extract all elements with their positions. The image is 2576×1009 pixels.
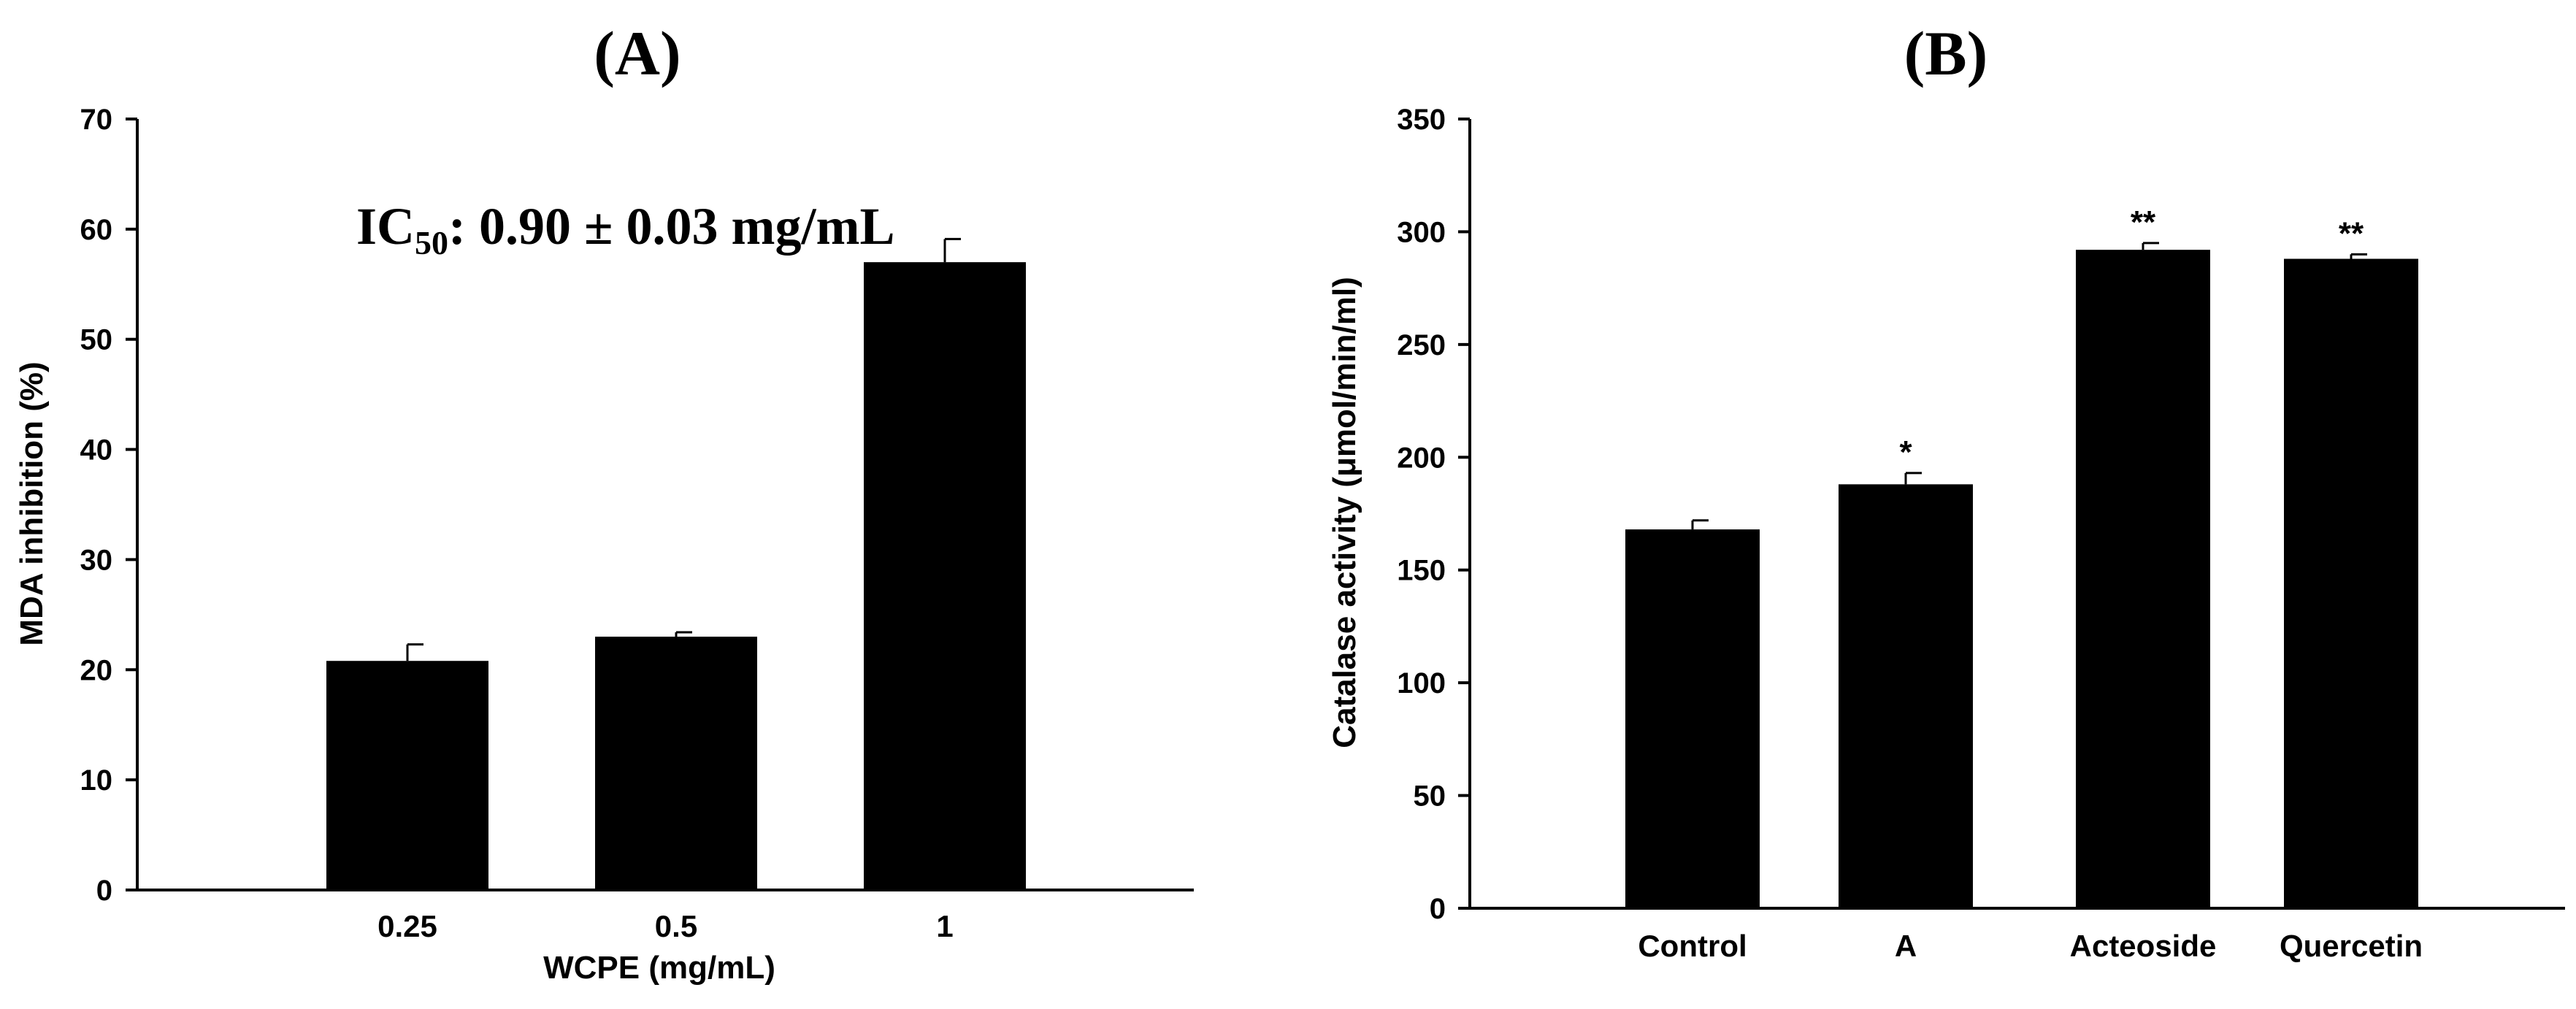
panel-b-category-label-2: Acteoside bbox=[2070, 929, 2217, 963]
panel-b-error-bar-3 bbox=[2350, 253, 2367, 259]
panel-a-y-tick-label-5: 50 bbox=[80, 324, 113, 356]
panel-b-y-tick-label-3: 150 bbox=[1397, 555, 1446, 587]
panel-b-y-tick-label-1: 50 bbox=[1414, 780, 1446, 813]
panel-a-y-tick-label-2: 20 bbox=[80, 654, 113, 686]
panel-b-y-ticks: 0 50 100 150 200 250 300 350 bbox=[1397, 104, 1470, 925]
panel-a-y-tick-label-7: 70 bbox=[80, 104, 113, 136]
panel-b-bars bbox=[1625, 250, 2418, 908]
panel-a-error-bar-0 bbox=[406, 643, 423, 661]
panel-a-y-tick-label-1: 10 bbox=[80, 764, 113, 797]
panel-b-significance-marks: *** ** bbox=[1899, 204, 2364, 470]
panel-b-bar-3 bbox=[2284, 258, 2418, 908]
panel-a-error-bar-2 bbox=[943, 237, 961, 263]
ic50-subscript: 50 bbox=[415, 224, 448, 261]
panel-b-significance-2: ** bbox=[2131, 204, 2156, 240]
panel-b-y-tick-label-7: 350 bbox=[1397, 104, 1446, 136]
panel-a-y-tick-label-3: 30 bbox=[80, 544, 113, 576]
panel-b-bar-1 bbox=[1839, 484, 1973, 908]
panel-a-x-axis-label: WCPE (mg/mL) bbox=[543, 950, 775, 986]
panel-a-bars bbox=[326, 262, 1026, 891]
panel-a-bar-1 bbox=[595, 637, 757, 890]
panel-b-significance-3: ** bbox=[2339, 215, 2364, 251]
panel-b-y-tick-label-6: 300 bbox=[1397, 216, 1446, 248]
panel-b-y-tick-label-2: 100 bbox=[1397, 667, 1446, 699]
panel-b-significance-1: * bbox=[1899, 434, 1912, 470]
panel-b-y-axis-label: Catalase activity (μmol/min/ml) bbox=[1327, 277, 1362, 748]
panel-b-error-bars bbox=[1691, 242, 2367, 530]
panel-a-y-tick-label-4: 40 bbox=[80, 434, 113, 467]
panel-a-ic50-annotation: IC50: 0.90 ± 0.03 mg/mL bbox=[356, 197, 895, 261]
panel-a-bar-2 bbox=[864, 262, 1026, 891]
panel-b-error-bar-0 bbox=[1691, 519, 1709, 530]
panel-b-category-label-1: A bbox=[1895, 929, 1917, 963]
panel-a-category-label-0: 0.25 bbox=[377, 909, 437, 943]
panel-b-bar-2 bbox=[2076, 250, 2210, 908]
panel-b-error-bar-2 bbox=[2142, 242, 2159, 250]
panel-b-y-tick-label-5: 250 bbox=[1397, 329, 1446, 361]
panel-b-x-tick-labels: Control A Acteoside Quercetin bbox=[1638, 929, 2423, 963]
panel-b-y-tick-label-4: 200 bbox=[1397, 442, 1446, 474]
panel-b-error-bar-1 bbox=[1904, 472, 1922, 485]
panel-a-title: (A) bbox=[594, 18, 681, 88]
ic50-prefix: IC bbox=[356, 197, 415, 256]
panel-b-category-label-3: Quercetin bbox=[2280, 929, 2423, 963]
panel-a-category-label-1: 0.5 bbox=[655, 909, 697, 943]
panel-a-x-tick-labels: 0.25 0.5 1 bbox=[377, 909, 954, 943]
panel-b-title: (B) bbox=[1904, 18, 1988, 88]
panel-b-category-label-0: Control bbox=[1638, 929, 1747, 963]
panel-b-bar-0 bbox=[1625, 529, 1760, 908]
panel-a-y-axis-label: MDA inhibition (%) bbox=[14, 361, 50, 645]
panel-a-chart: (A) 0 10 20 30 40 50 60 70 0.25 0.5 1 WCPE (mg/mL… bbox=[14, 18, 1194, 986]
panel-a-category-label-2: 1 bbox=[936, 909, 953, 943]
panel-a-y-ticks: 0 10 20 30 40 50 60 70 bbox=[80, 104, 137, 907]
panel-a-y-tick-label-6: 60 bbox=[80, 214, 113, 246]
panel-a-bar-0 bbox=[326, 661, 488, 890]
panel-a-error-bars bbox=[406, 237, 961, 661]
panel-a-error-bar-1 bbox=[675, 631, 692, 637]
panel-a-y-tick-label-0: 0 bbox=[96, 875, 112, 907]
ic50-value: : 0.90 ± 0.03 mg/mL bbox=[448, 197, 894, 256]
panel-b-y-tick-label-0: 0 bbox=[1430, 893, 1446, 925]
